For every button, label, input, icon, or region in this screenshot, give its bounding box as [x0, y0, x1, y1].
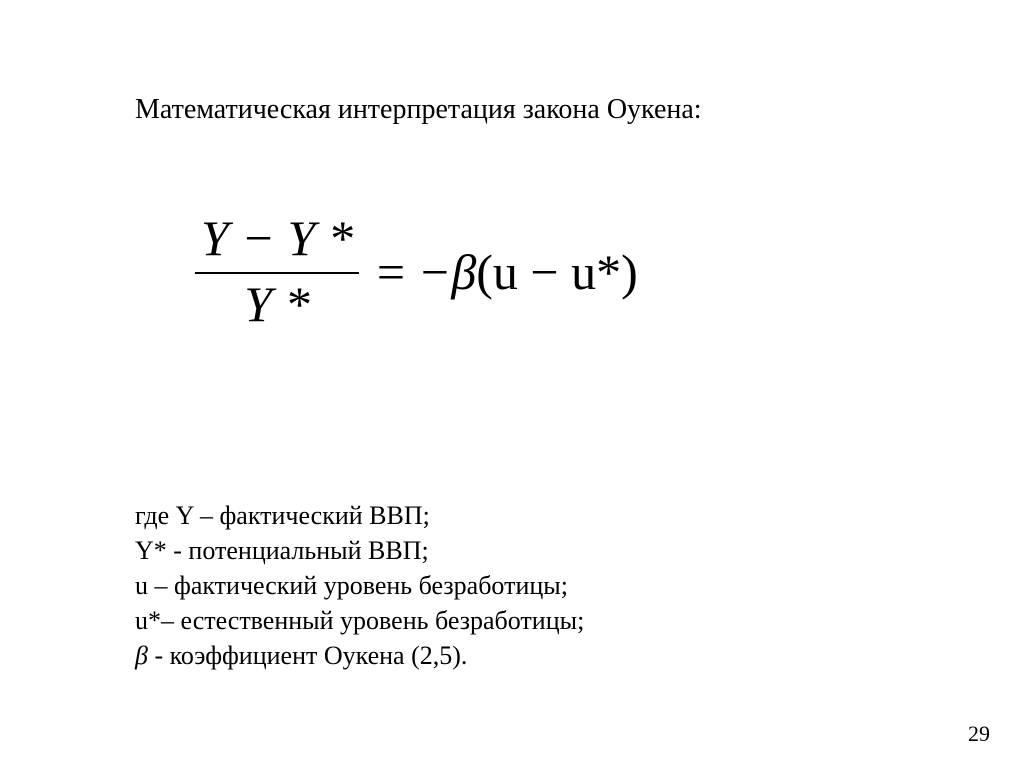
okun-formula: Y − Y * Y * = −β(u − u*)	[195, 210, 835, 333]
equals-sign: =	[377, 244, 405, 300]
slide: Математическая интерпретация закона Оуке…	[0, 0, 1024, 767]
page-number: 29	[968, 721, 990, 747]
legend-line-4: u*– естественный уровень безработицы;	[135, 603, 584, 638]
legend-line-3: u – фактический уровень безработицы;	[135, 568, 584, 603]
beta-symbol: β	[451, 244, 476, 300]
fraction-bar	[195, 272, 359, 274]
legend-beta: β	[135, 641, 148, 670]
formula-rhs: = −β(u − u*)	[377, 243, 638, 301]
formula-numerator: Y − Y *	[195, 210, 359, 268]
slide-title: Математическая интерпретация закона Оуке…	[135, 92, 702, 128]
legend-line-2: Y* - потенциальный ВВП;	[135, 533, 584, 568]
legend-block: где Y – фактический ВВП; Y* - потенциаль…	[135, 498, 584, 673]
legend-line-1: где Y – фактический ВВП;	[135, 498, 584, 533]
formula-fraction: Y − Y * Y *	[195, 210, 359, 333]
rhs-minus: −	[418, 244, 452, 300]
rhs-paren: (u − u*)	[476, 244, 638, 300]
formula-denominator: Y *	[238, 276, 315, 334]
legend-line-5: β - коэффициент Оукена (2,5).	[135, 638, 584, 673]
legend-rest: - коэффициент Оукена (2,5).	[148, 641, 467, 670]
